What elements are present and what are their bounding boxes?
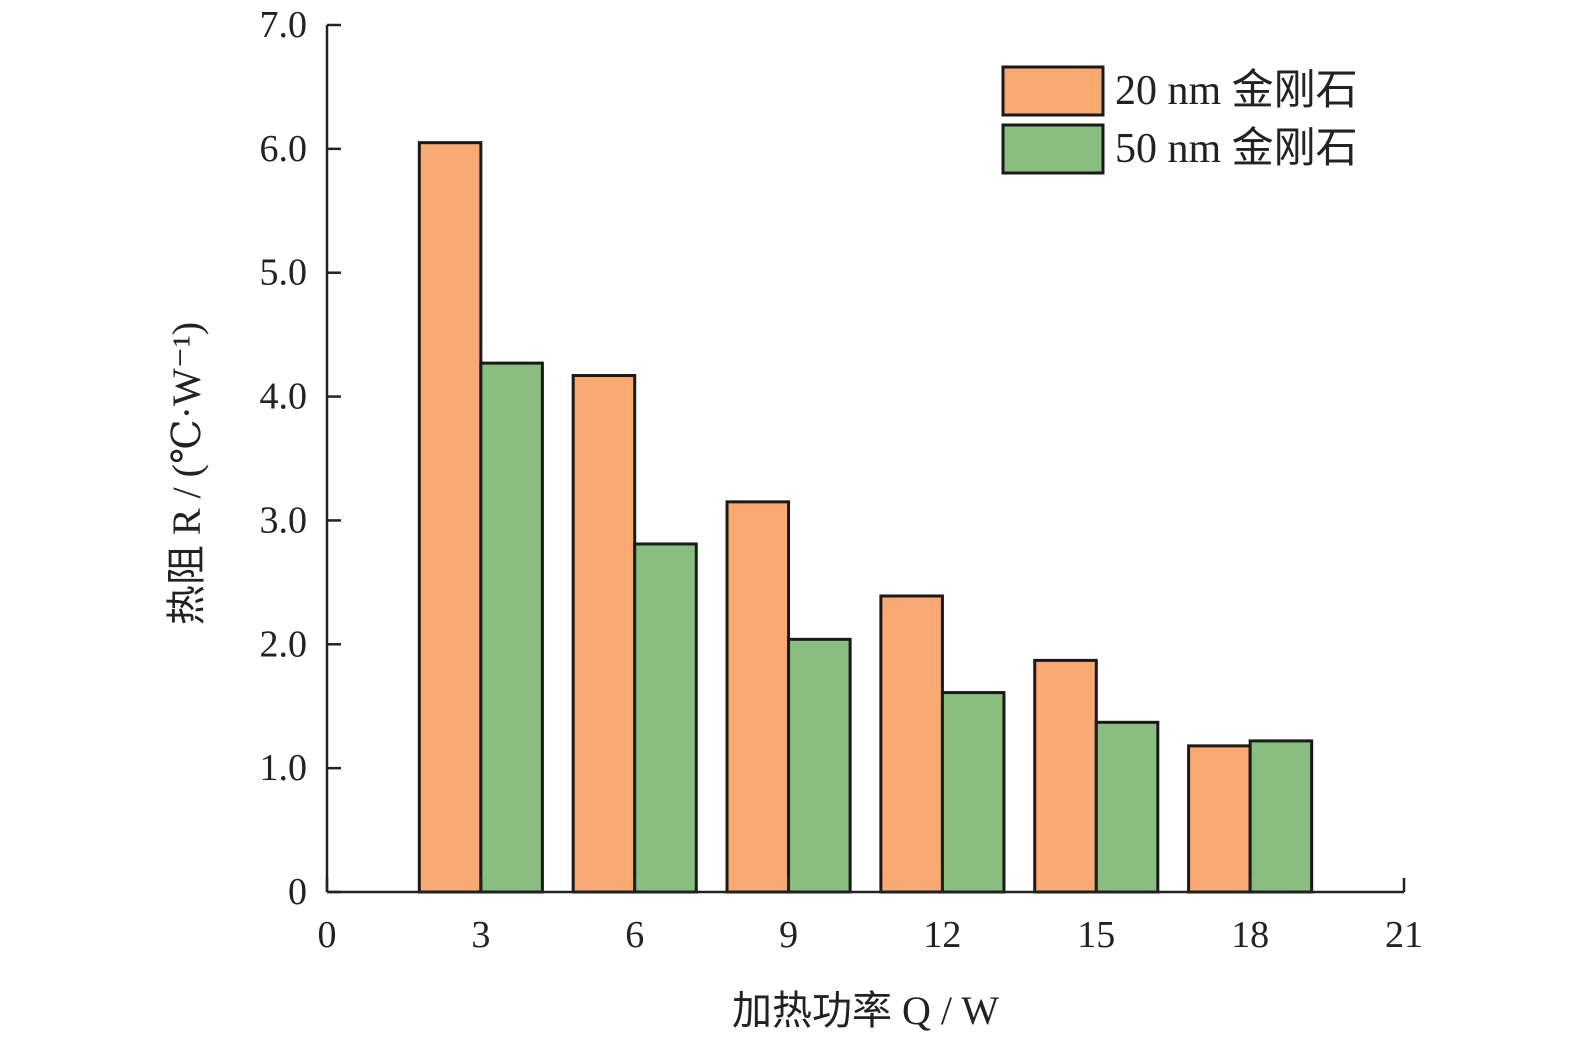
y-tick-label: 0 [288, 871, 307, 913]
y-tick-label: 5.0 [260, 252, 308, 294]
axis-labels: 加热功率 Q / W 热阻 R / (℃·W⁻¹) [164, 322, 999, 1033]
x-tick-label: 6 [625, 914, 644, 956]
legend-swatch-1 [1001, 65, 1105, 117]
y-tick-label: 4.0 [260, 376, 308, 418]
y-tick-label: 3.0 [260, 499, 308, 541]
y-axis-title: 热阻 R / (℃·W⁻¹) [164, 322, 209, 625]
bar-series-2-x-3 [479, 361, 544, 894]
y-tick-label: 2.0 [260, 623, 308, 665]
legend-swatch-2 [1001, 123, 1105, 175]
bar-series-1-x-3 [417, 141, 483, 894]
bars-layer [417, 141, 1314, 894]
bar-series-2-x-15 [1094, 720, 1160, 894]
y-tick-label: 6.0 [260, 128, 308, 170]
legend-label-2: 50 nm 金刚石 [1115, 125, 1358, 172]
bar-series-1-x-12 [879, 594, 944, 894]
x-axis-title: 加热功率 Q / W [732, 988, 999, 1033]
y-tick-label: 1.0 [260, 747, 308, 789]
x-tick-label: 3 [471, 914, 490, 956]
legend-label-1: 20 nm 金刚石 [1115, 67, 1358, 114]
x-tick-label: 0 [318, 914, 337, 956]
x-tick-label: 15 [1077, 914, 1115, 956]
bar-series-1-x-6 [571, 374, 637, 894]
bar-series-1-x-15 [1033, 658, 1098, 894]
bar-series-2-x-18 [1248, 739, 1314, 894]
x-tick-label: 12 [923, 914, 961, 956]
bar-series-1-x-18 [1187, 744, 1252, 894]
legend: 20 nm 金刚石 50 nm 金刚石 [1001, 65, 1358, 175]
axes-layer: 0 1.0 2.0 3.0 4.0 5.0 6.0 7.0 0 3 6 9 12 15 18 21 [260, 4, 1424, 956]
y-tick-label: 7.0 [260, 4, 308, 46]
bar-series-2-x-12 [940, 691, 1006, 894]
bar-series-2-x-9 [787, 637, 852, 894]
x-tick-label: 21 [1385, 914, 1423, 956]
bar-series-1-x-9 [725, 500, 791, 894]
x-tick-label: 18 [1231, 914, 1269, 956]
x-tick-label: 9 [779, 914, 798, 956]
bar-series-2-x-6 [633, 542, 698, 894]
